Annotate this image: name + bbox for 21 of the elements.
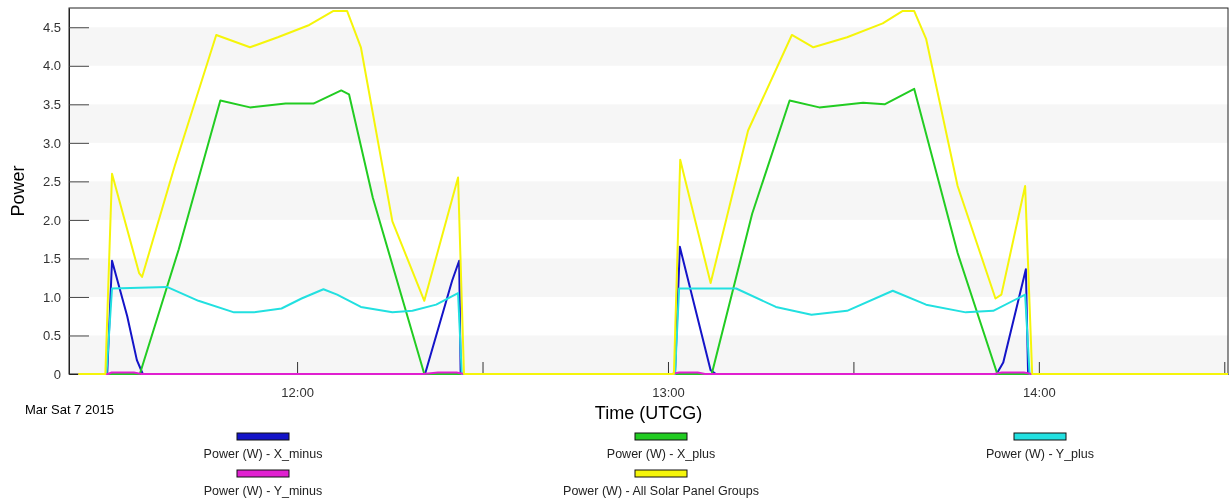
y-tick-label: 0 [53,366,61,382]
x-tick-label: 13:00 [652,385,685,401]
y-tick-label: 3.5 [42,96,61,112]
legend-label: Power (W) - Y_plus [985,447,1095,461]
y-tick-label: 2.5 [42,174,61,190]
legend-label: Power (W) - Y_minus [203,484,323,498]
y-tick-label: 4.0 [42,58,61,74]
y-tick-label: 2.0 [42,212,61,228]
text: Mar Sat 7 2015 [25,402,114,417]
y-axis-title: Power [8,165,28,217]
legend-label: Power (W) - X_plus [606,447,716,461]
y-tick-label: 3.0 [42,135,61,151]
x-tick-label: 12:00 [281,385,314,401]
legend-label: Power (W) - X_minus [203,447,323,461]
x-axis-title: Time (UTCG) [594,403,703,423]
y-tick-label: 0.5 [42,328,61,344]
y-tick-label: 4.5 [42,19,61,35]
legend-label: Power (W) - All Solar Panel Groups [563,484,759,498]
x-tick-label: 14:00 [1023,385,1056,401]
y-tick-label: 1.5 [42,251,61,267]
y-tick-label: 1.0 [42,289,61,305]
